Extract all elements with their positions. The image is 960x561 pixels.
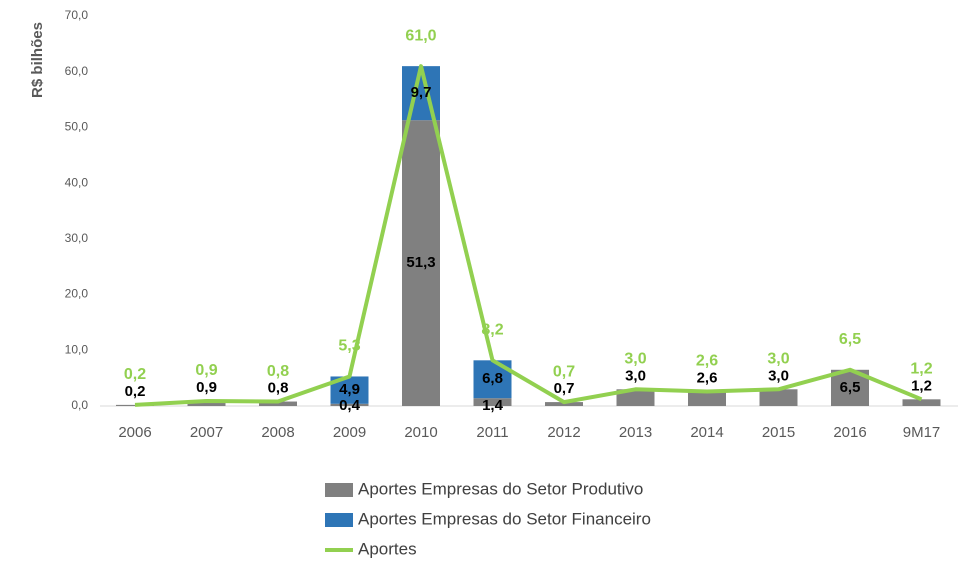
y-tick-label: 20,0 <box>65 287 89 301</box>
y-tick-label: 60,0 <box>65 64 89 78</box>
line-value-label: 61,0 <box>405 27 436 44</box>
bar-value-label: 0,2 <box>125 383 146 400</box>
line <box>134 64 923 407</box>
bar-value-label: 3,0 <box>625 367 646 384</box>
bar-value-label: 6,5 <box>840 379 861 396</box>
x-tick-label: 2016 <box>833 424 866 441</box>
x-tick-label: 2011 <box>476 424 508 441</box>
line-value-label: 0,7 <box>553 363 575 380</box>
y-tick-label: 30,0 <box>65 231 89 245</box>
legend-swatch <box>325 513 353 527</box>
line-value-label: 6,5 <box>839 331 861 348</box>
bar-value-label: 6,8 <box>482 370 503 387</box>
x-tick-label: 9M17 <box>903 424 941 441</box>
x-tick-label: 2013 <box>619 424 652 441</box>
legend-label: Aportes <box>358 539 417 558</box>
bar <box>688 391 726 406</box>
y-axis-label: R$ bilhões <box>29 22 46 98</box>
bar <box>759 389 798 406</box>
legend-label: Aportes Empresas do Setor Produtivo <box>358 479 643 498</box>
bar <box>187 400 226 406</box>
x-tick-label: 2010 <box>404 424 437 441</box>
line-value-label: 0,2 <box>124 366 146 383</box>
line-value-label: 3,0 <box>767 351 789 368</box>
bar <box>330 403 369 406</box>
bar-value-label: 0,7 <box>554 380 575 397</box>
bar-value-label: 3,0 <box>768 367 789 384</box>
x-tick-label: 2007 <box>190 424 223 441</box>
bar-value-label: 4,9 <box>339 381 360 398</box>
bar <box>473 398 512 406</box>
y-tick-label: 50,0 <box>65 120 89 134</box>
x-tick-label: 2008 <box>261 424 294 441</box>
bar-value-label: 2,6 <box>697 369 718 386</box>
x-tick-label: 2015 <box>762 424 795 441</box>
bar <box>402 120 440 406</box>
bar <box>616 389 655 406</box>
y-tick-label: 0,0 <box>71 398 88 412</box>
bar <box>902 399 941 406</box>
bar <box>116 404 154 406</box>
x-tick-label: 2014 <box>690 424 723 441</box>
bar-value-label: 0,8 <box>268 380 289 397</box>
bar-value-label: 1,2 <box>911 377 932 394</box>
legend-swatch <box>325 483 353 497</box>
line-value-label: 1,2 <box>910 361 932 378</box>
line-value-label: 3,0 <box>624 351 646 368</box>
y-tick-label: 10,0 <box>65 342 89 356</box>
bar-value-label: 1,4 <box>482 397 504 414</box>
bar <box>259 401 297 406</box>
x-tick-label: 2012 <box>547 424 580 441</box>
line-value-label: 8,2 <box>481 322 503 339</box>
y-tick-label: 40,0 <box>65 175 89 189</box>
bar-value-label: 0,9 <box>196 379 217 396</box>
x-tick-label: 2009 <box>333 424 366 441</box>
bar-value-label: 9,7 <box>411 84 432 101</box>
bar-value-label: 0,4 <box>339 397 361 414</box>
line-value-label: 0,8 <box>267 363 289 380</box>
x-tick-label: 2006 <box>118 424 151 441</box>
legend-label: Aportes Empresas do Setor Financeiro <box>358 509 651 528</box>
y-tick-label: 70,0 <box>65 8 89 22</box>
line-value-label: 2,6 <box>696 353 718 370</box>
line-value-label: 0,9 <box>195 362 217 379</box>
line-value-label: 5,3 <box>338 338 360 355</box>
bar-value-label: 51,3 <box>406 254 435 271</box>
